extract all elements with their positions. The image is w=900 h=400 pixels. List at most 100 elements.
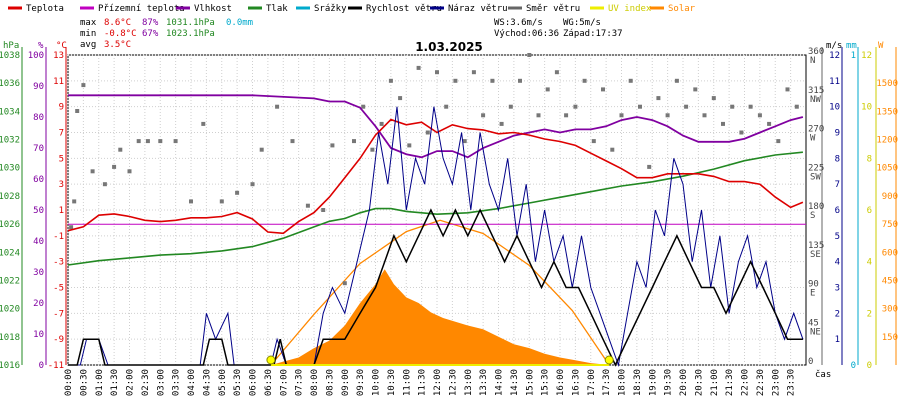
- x-tick-35: 17:30: [602, 369, 612, 396]
- x-tick-12: 06:00: [249, 369, 259, 396]
- x-tick-3: 01:30: [110, 369, 120, 396]
- solar-tick-4: 900: [882, 192, 898, 202]
- x-tick-5: 02:30: [141, 369, 151, 396]
- pressure-tick-0: 1038: [0, 51, 20, 61]
- direction-point-58: [656, 96, 661, 101]
- temperature-tick-3: 7: [59, 129, 64, 139]
- direction-point-18: [259, 147, 264, 152]
- direction-point-66: [730, 104, 735, 109]
- humidity-unit: %: [38, 41, 44, 51]
- x-tick-20: 10:00: [372, 369, 382, 396]
- legend-label-4: Srážky: [314, 4, 347, 14]
- temperature-tick-4: 5: [59, 154, 64, 164]
- direction-point-64: [711, 96, 716, 101]
- direction-point-28: [379, 121, 384, 126]
- x-tick-2: 01:00: [95, 369, 105, 396]
- direction-point-45: [536, 113, 541, 118]
- x-tick-23: 11:30: [418, 369, 428, 396]
- direction-point-13: [189, 199, 193, 204]
- x-tick-17: 08:30: [325, 369, 335, 396]
- humidity-tick-10: 0: [39, 361, 44, 371]
- direction-point-3: [81, 83, 86, 88]
- direction-point-42: [508, 104, 513, 109]
- temperature-tick-9: -5: [53, 284, 64, 294]
- stat-min-label: min: [80, 29, 96, 39]
- legend-label-9: Solar: [668, 4, 696, 14]
- x-axis-label: čas: [815, 369, 831, 380]
- pressure-tick-10: 1018: [0, 333, 20, 343]
- stat-max-hum: 87%: [142, 18, 159, 28]
- direction-tick-0: 360: [808, 47, 824, 57]
- direction-point-0: [69, 225, 74, 230]
- x-tick-16: 08:00: [310, 369, 320, 396]
- solar-tick-3: 1050: [876, 164, 898, 174]
- humidity-tick-6: 40: [33, 237, 44, 247]
- stat-min-press: 1023.1hPa: [166, 29, 215, 39]
- pressure-tick-5: 1028: [0, 192, 20, 202]
- direction-point-70: [767, 121, 772, 126]
- x-tick-34: 17:00: [587, 369, 597, 396]
- direction-point-2: [75, 109, 80, 113]
- x-tick-15: 07:30: [295, 369, 305, 396]
- x-tick-36: 18:00: [618, 369, 628, 396]
- temperature-tick-7: -1: [53, 232, 64, 242]
- x-tick-7: 03:30: [172, 369, 182, 396]
- direction-point-1: [72, 199, 77, 204]
- direction-tick-5: 135: [808, 241, 824, 251]
- temperature-tick-6: 1: [59, 206, 64, 216]
- wind-tick-11: 1: [835, 335, 840, 345]
- direction-point-73: [794, 104, 799, 109]
- direction-point-54: [619, 113, 624, 118]
- x-tick-26: 13:00: [464, 369, 474, 396]
- direction-point-25: [352, 139, 356, 144]
- direction-point-47: [554, 70, 559, 75]
- direction-point-63: [702, 113, 707, 118]
- solar-tick-7: 450: [882, 276, 898, 286]
- wind-gust-line: [68, 106, 804, 367]
- direction-point-32: [416, 65, 421, 70]
- wind-tick-1: 11: [829, 77, 840, 87]
- direction-point-48: [564, 113, 569, 118]
- sunrise-time: Východ:06:36: [494, 29, 559, 39]
- legend-label-2: Vlhkost: [194, 4, 232, 14]
- legend-label-7: Směr větru: [526, 4, 580, 14]
- solar-area: [270, 269, 610, 365]
- direction-point-10: [145, 139, 150, 144]
- direction-tick-2: 270: [808, 125, 824, 135]
- direction-tick-1: 315: [808, 86, 824, 96]
- temperature-line: [67, 118, 804, 235]
- humidity-tick-8: 20: [33, 299, 44, 309]
- stat-avg-temp: 3.5°C: [104, 40, 131, 50]
- sun-marker-1: [604, 355, 614, 365]
- x-tick-39: 19:30: [664, 369, 674, 396]
- solar-tick-9: 150: [882, 333, 898, 343]
- direction-point-68: [748, 104, 753, 109]
- wind-tick-3: 9: [835, 129, 840, 139]
- direction-point-33: [425, 130, 430, 135]
- direction-point-41: [499, 121, 504, 126]
- temperature-tick-2: 9: [59, 103, 64, 113]
- legend-label-1: Přízemní teplota: [98, 4, 185, 14]
- direction-point-59: [665, 113, 670, 118]
- x-axis: 00:00 00:30 01:00 01:30 02:00 02:30 03:00 03:30…: [64, 369, 831, 396]
- uv-tick-3: 6: [867, 206, 872, 216]
- direction-point-56: [638, 104, 642, 109]
- direction-point-11: [158, 139, 163, 144]
- sunset-time: Západ:17:37: [563, 29, 623, 39]
- wind-tick-0: 12: [829, 51, 840, 61]
- direction-label-6: E: [810, 289, 815, 299]
- direction-point-71: [776, 139, 781, 144]
- wind-tick-7: 5: [835, 232, 840, 242]
- direction-point-16: [235, 190, 240, 195]
- x-tick-1: 00:30: [79, 369, 89, 396]
- x-tick-14: 07:00: [279, 369, 289, 396]
- direction-point-38: [471, 70, 476, 75]
- rain-tick-0: 1: [851, 51, 856, 61]
- stat-min-hum: 67%: [142, 29, 159, 39]
- stats-block: max 8.6°C 87% 1031.1hPa 0.0mm min -0.8°C…: [80, 18, 623, 50]
- direction-point-36: [453, 78, 458, 83]
- direction-point-6: [112, 164, 117, 169]
- legend-label-0: Teplota: [26, 4, 64, 14]
- direction-point-52: [601, 87, 605, 92]
- direction-point-30: [398, 96, 403, 101]
